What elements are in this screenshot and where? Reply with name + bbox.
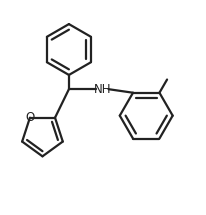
Text: O: O	[25, 111, 34, 124]
Text: NH: NH	[93, 83, 111, 96]
